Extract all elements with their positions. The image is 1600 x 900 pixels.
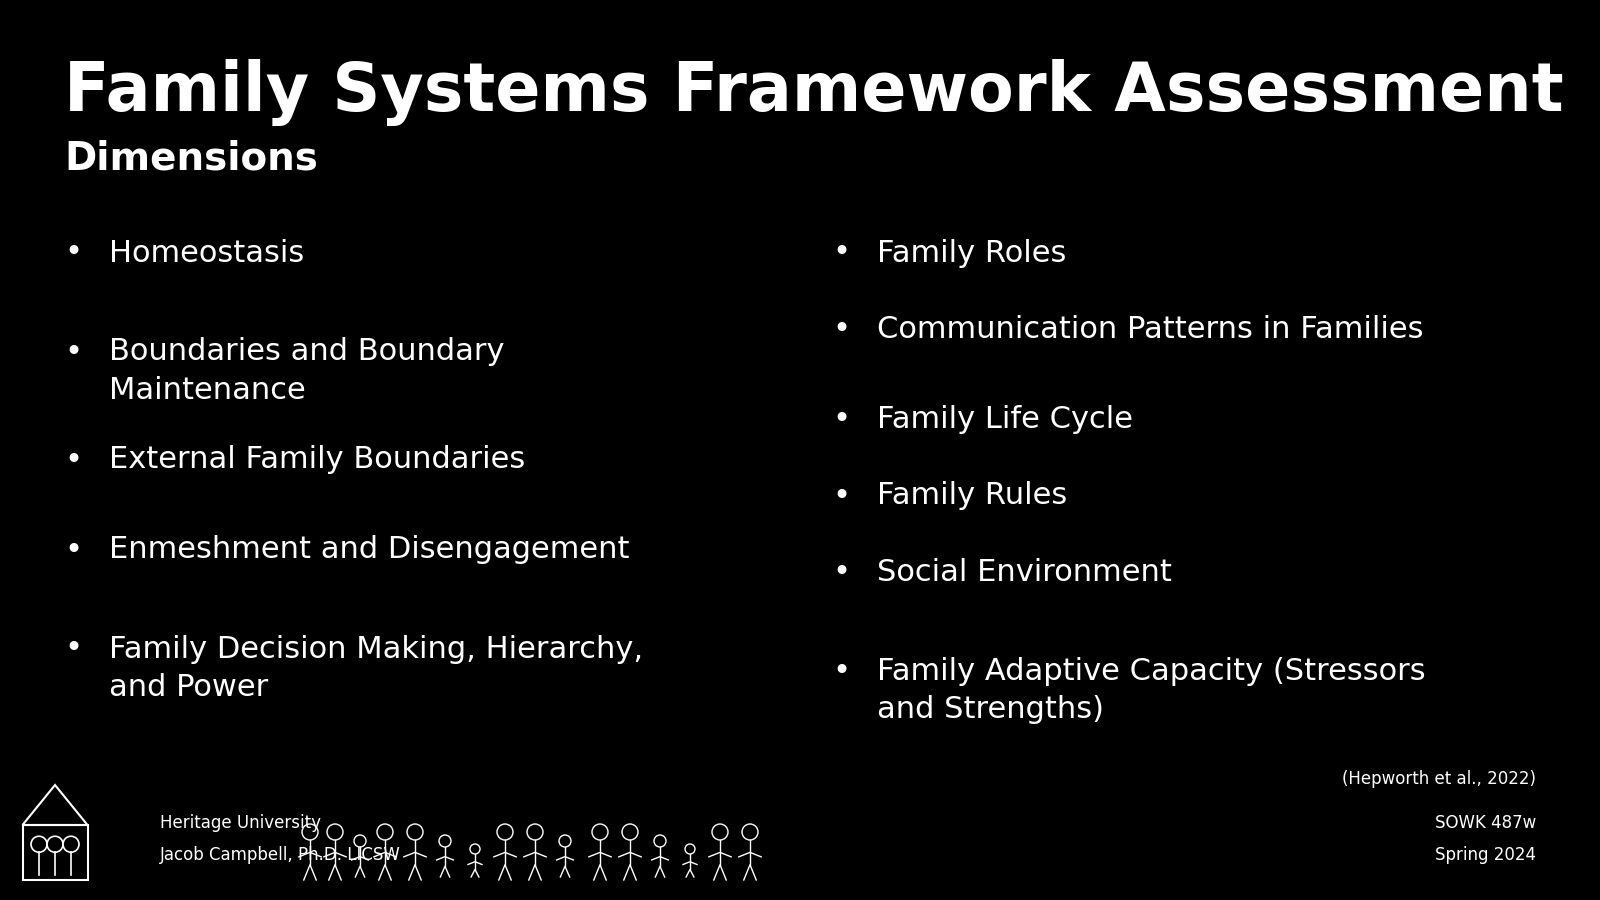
Text: Family Adaptive Capacity (Stressors
and Strengths): Family Adaptive Capacity (Stressors and … [877,657,1426,724]
Text: Jacob Campbell, Ph.D. LICSW: Jacob Campbell, Ph.D. LICSW [160,846,402,864]
Text: Dimensions: Dimensions [64,140,318,177]
Text: Family Roles: Family Roles [877,238,1066,267]
Text: Homeostasis: Homeostasis [109,238,304,267]
Text: •: • [832,558,850,587]
Text: External Family Boundaries: External Family Boundaries [109,446,525,474]
Text: •: • [832,315,850,344]
Text: •: • [832,482,850,510]
Text: Boundaries and Boundary
Maintenance: Boundaries and Boundary Maintenance [109,338,504,405]
Text: •: • [64,634,82,663]
Text: Heritage University: Heritage University [160,814,322,832]
Text: (Hepworth et al., 2022): (Hepworth et al., 2022) [1342,770,1536,788]
Text: Family Rules: Family Rules [877,482,1067,510]
Text: Family Systems Framework Assessment: Family Systems Framework Assessment [64,58,1563,125]
Text: Social Environment: Social Environment [877,558,1171,587]
Text: •: • [832,657,850,686]
Text: Enmeshment and Disengagement: Enmeshment and Disengagement [109,536,629,564]
Text: •: • [832,238,850,267]
Text: •: • [64,536,82,564]
Text: Spring 2024: Spring 2024 [1435,846,1536,864]
Text: Family Decision Making, Hierarchy,
and Power: Family Decision Making, Hierarchy, and P… [109,634,643,702]
Text: Communication Patterns in Families: Communication Patterns in Families [877,315,1424,344]
Text: •: • [64,446,82,474]
Text: •: • [64,338,82,366]
Text: SOWK 487w: SOWK 487w [1435,814,1536,832]
Text: Family Life Cycle: Family Life Cycle [877,405,1133,434]
Bar [22,825,88,880]
Text: •: • [832,405,850,434]
Text: •: • [64,238,82,267]
